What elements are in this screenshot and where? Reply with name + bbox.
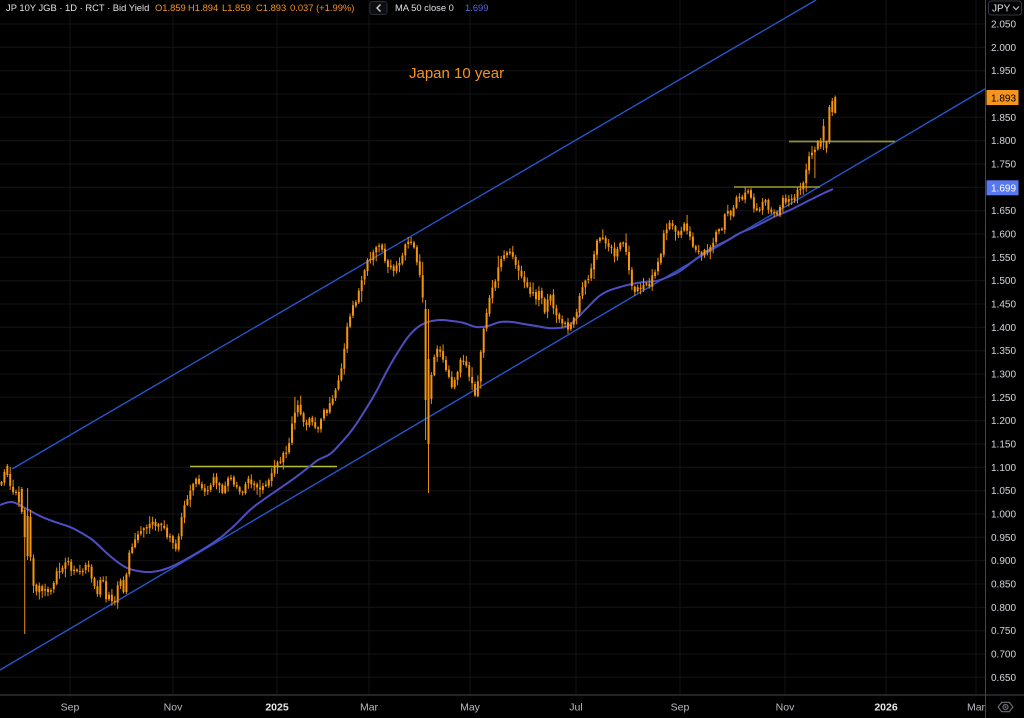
svg-text:1.500: 1.500 bbox=[991, 276, 1016, 287]
svg-text:0.700: 0.700 bbox=[991, 650, 1016, 661]
svg-text:Jul: Jul bbox=[569, 702, 582, 714]
svg-text:Japan 10 year: Japan 10 year bbox=[409, 65, 504, 82]
svg-text:0.650: 0.650 bbox=[991, 673, 1016, 684]
svg-text:Mar: Mar bbox=[360, 702, 379, 714]
svg-text:0.800: 0.800 bbox=[991, 603, 1016, 614]
svg-text:2026: 2026 bbox=[874, 702, 898, 714]
svg-text:1.250: 1.250 bbox=[991, 393, 1016, 404]
svg-text:1.699: 1.699 bbox=[991, 184, 1016, 195]
svg-text:1.893: 1.893 bbox=[991, 93, 1016, 104]
svg-text:1.100: 1.100 bbox=[991, 463, 1016, 474]
svg-text:MA 50 close 0: MA 50 close 0 bbox=[395, 2, 454, 13]
svg-text:1.050: 1.050 bbox=[991, 486, 1016, 497]
svg-text:1.750: 1.750 bbox=[991, 160, 1016, 171]
svg-text:JP 10Y JGB · 1D · RCT · Bid Yi: JP 10Y JGB · 1D · RCT · Bid Yield bbox=[6, 2, 149, 13]
svg-text:2.050: 2.050 bbox=[991, 20, 1016, 31]
svg-text:1.600: 1.600 bbox=[991, 230, 1016, 241]
svg-text:1.450: 1.450 bbox=[991, 300, 1016, 311]
svg-text:1.350: 1.350 bbox=[991, 346, 1016, 357]
svg-text:0.900: 0.900 bbox=[991, 556, 1016, 567]
svg-text:1.550: 1.550 bbox=[991, 253, 1016, 264]
svg-text:0.037 (+1.99%): 0.037 (+1.99%) bbox=[290, 2, 354, 13]
svg-text:2.000: 2.000 bbox=[991, 43, 1016, 54]
svg-text:O1.859: O1.859 bbox=[155, 2, 186, 13]
svg-text:0.850: 0.850 bbox=[991, 580, 1016, 591]
svg-text:JPY: JPY bbox=[992, 4, 1011, 15]
svg-text:Mar: Mar bbox=[967, 702, 986, 714]
svg-text:1.650: 1.650 bbox=[991, 206, 1016, 217]
svg-text:1.000: 1.000 bbox=[991, 510, 1016, 521]
svg-text:1.950: 1.950 bbox=[991, 66, 1016, 77]
svg-text:0.950: 0.950 bbox=[991, 533, 1016, 544]
svg-text:Nov: Nov bbox=[164, 702, 183, 714]
svg-text:H1.894: H1.894 bbox=[188, 2, 218, 13]
svg-text:Sep: Sep bbox=[61, 702, 80, 714]
svg-text:Nov: Nov bbox=[776, 702, 795, 714]
svg-text:1.400: 1.400 bbox=[991, 323, 1016, 334]
svg-text:1.699: 1.699 bbox=[465, 2, 488, 13]
svg-text:1.800: 1.800 bbox=[991, 136, 1016, 147]
svg-text:2025: 2025 bbox=[265, 702, 289, 714]
svg-text:1.300: 1.300 bbox=[991, 370, 1016, 381]
svg-text:Sep: Sep bbox=[671, 702, 690, 714]
svg-text:May: May bbox=[460, 702, 481, 714]
svg-text:1.150: 1.150 bbox=[991, 440, 1016, 451]
svg-text:1.200: 1.200 bbox=[991, 416, 1016, 427]
svg-text:L1.859: L1.859 bbox=[222, 2, 251, 13]
svg-text:0.750: 0.750 bbox=[991, 626, 1016, 637]
svg-text:1.850: 1.850 bbox=[991, 113, 1016, 124]
svg-text:C1.893: C1.893 bbox=[256, 2, 286, 13]
